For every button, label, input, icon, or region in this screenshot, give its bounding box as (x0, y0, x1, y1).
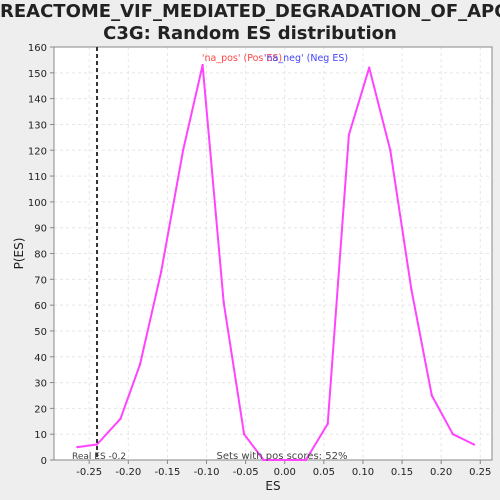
x-tick-label: -0.15 (154, 467, 180, 478)
data-point (262, 458, 265, 462)
chart-title-line-1: REACTOME_VIF_MEDIATED_DEGRADATION_OF_APO… (0, 1, 500, 22)
data-point (368, 66, 371, 69)
y-tick-label: 140 (28, 95, 47, 106)
x-axis-label: ES (265, 479, 280, 493)
data-point (201, 63, 204, 67)
data-point (242, 432, 246, 436)
y-tick-label: 50 (34, 327, 47, 338)
data-point (451, 432, 455, 436)
y-tick-label: 0 (41, 456, 47, 467)
x-tick-label: -0.20 (115, 467, 141, 478)
x-tick-label: -0.25 (76, 467, 102, 478)
legend-entry-neg: 'na_neg' (Neg ES) (264, 53, 348, 64)
data-point (304, 458, 308, 462)
x-tick-label: 0.20 (430, 467, 452, 478)
y-tick-label: 40 (34, 353, 47, 364)
y-tick-label: 130 (28, 120, 47, 131)
y-tick-label: 120 (28, 146, 47, 157)
legend-entry-pos: 'na_pos' (Pos ES) (202, 53, 282, 64)
data-point (472, 443, 476, 446)
y-tick-label: 20 (34, 404, 47, 415)
real-es-label: Real ES -0.2 (72, 452, 126, 462)
y-tick-label: 90 (34, 224, 47, 235)
x-tick-label: 0.25 (469, 467, 491, 478)
data-point (138, 363, 142, 366)
y-tick-label: 60 (34, 301, 47, 312)
y-tick-label: 70 (34, 275, 47, 286)
data-point (159, 270, 163, 273)
data-point (389, 149, 392, 152)
label-layer: 0 10 20 30 40 50 60 70 80 90 100 110 120 130 140 150 160… (12, 43, 491, 493)
x-tick-label: 0.15 (391, 467, 413, 478)
y-tick-label: 150 (28, 69, 47, 80)
y-tick-label: 100 (28, 198, 47, 209)
x-tick-label: -0.10 (194, 467, 220, 478)
y-tick-label: 110 (28, 172, 47, 183)
pos-scores-annotation: Sets with pos scores: 52% (217, 451, 348, 462)
data-point (76, 445, 79, 449)
data-point (95, 443, 99, 446)
data-point (347, 133, 351, 136)
data-point (222, 301, 225, 304)
data-point (430, 394, 433, 397)
data-point (181, 149, 185, 152)
y-axis-label: P(ES) (12, 238, 26, 270)
x-tick-label: 0.05 (313, 467, 335, 478)
y-tick-label: 10 (34, 430, 47, 441)
series-layer (76, 63, 476, 462)
x-tick-label: -0.05 (233, 467, 259, 478)
data-point (326, 422, 329, 426)
chart-title-line-2: C3G: Random ES distribution (103, 23, 397, 44)
es-distribution-line (77, 64, 475, 461)
data-point (283, 458, 286, 462)
x-tick-label: 0.00 (274, 467, 296, 478)
data-point (119, 417, 122, 420)
y-tick-label: 80 (34, 250, 47, 261)
data-point (410, 288, 413, 291)
y-tick-label: 30 (34, 379, 47, 390)
y-tick-label: 160 (28, 43, 47, 54)
x-tick-label: 0.10 (352, 467, 374, 478)
